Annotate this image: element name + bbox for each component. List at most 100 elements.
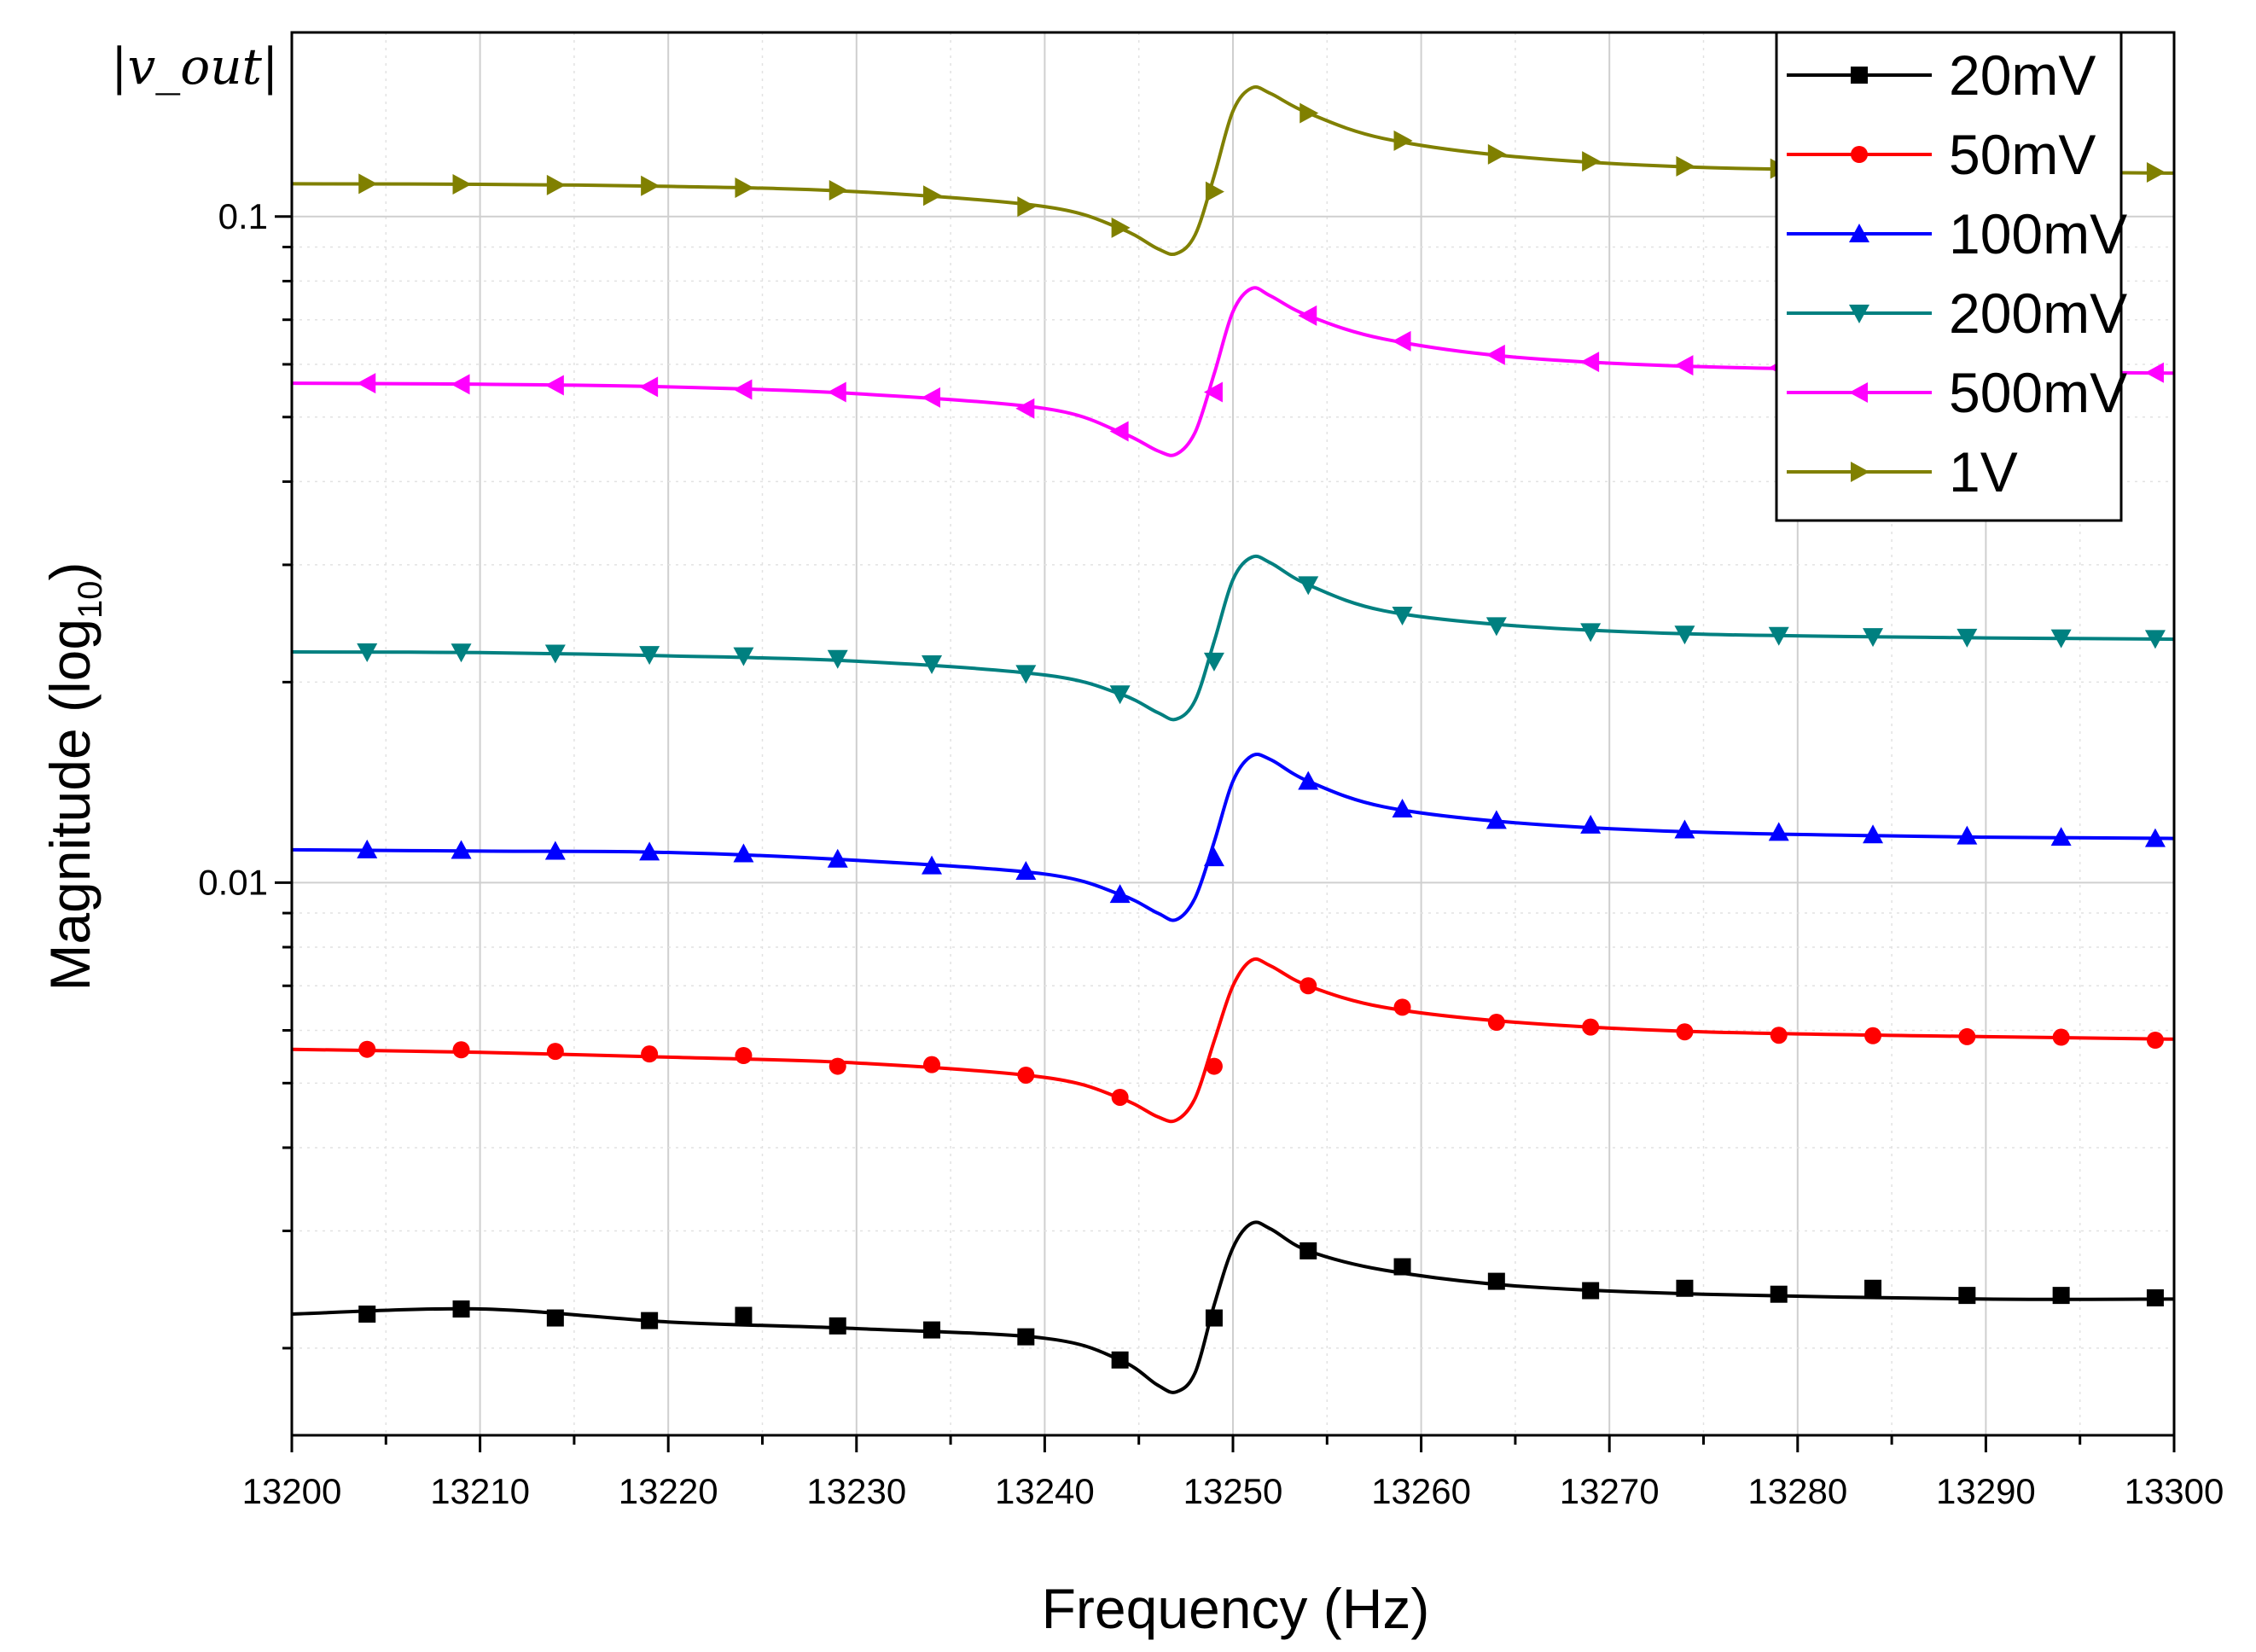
data-point-200mv: [2144, 630, 2166, 649]
data-point-50mv: [1205, 1057, 1223, 1075]
data-point-500mv: [1298, 305, 1317, 326]
data-point-200mv: [1109, 685, 1131, 705]
data-point-1v: [1582, 151, 1602, 172]
data-point-1v: [1300, 102, 1319, 124]
data-point-50mv: [923, 1056, 941, 1073]
x-tick-label: 13270: [1560, 1471, 1660, 1511]
data-point-100mv: [1203, 847, 1224, 867]
data-point-50mv: [546, 1043, 564, 1061]
legend-label-20mv: 20mV: [1949, 44, 2096, 107]
data-point-200mv: [1957, 628, 1978, 648]
data-point-50mv: [358, 1040, 376, 1058]
data-point-500mv: [1580, 352, 1600, 373]
x-tick-label: 13250: [1183, 1471, 1283, 1511]
y-tick-label: 0.1: [218, 196, 268, 236]
data-point-100mv: [544, 841, 566, 860]
data-point-50mv: [735, 1047, 753, 1065]
data-point-20mv: [2146, 1288, 2164, 1306]
data-point-50mv: [829, 1057, 846, 1075]
legend-label-50mv: 50mV: [1949, 123, 2096, 186]
x-tick-label: 13240: [995, 1471, 1095, 1511]
data-point-100mv: [1015, 861, 1037, 881]
data-point-50mv: [1300, 977, 1317, 995]
data-point-100mv: [1298, 771, 1319, 790]
legend-marker-200mv: [1849, 305, 1869, 323]
data-point-500mv: [827, 381, 846, 403]
data-point-20mv: [1582, 1282, 1600, 1300]
data-point-1v: [1676, 155, 1695, 177]
data-point-200mv: [922, 655, 943, 675]
x-tick-label: 13200: [242, 1471, 342, 1511]
data-point-100mv: [639, 841, 660, 861]
x-tick-label: 13260: [1371, 1471, 1471, 1511]
data-point-500mv: [2144, 362, 2164, 383]
data-point-100mv: [1580, 814, 1602, 834]
data-point-100mv: [2144, 828, 2166, 847]
data-point-100mv: [1109, 884, 1131, 904]
data-point-500mv: [451, 374, 470, 395]
data-point-500mv: [922, 387, 941, 408]
data-point-200mv: [1203, 652, 1224, 672]
data-point-100mv: [1768, 822, 1789, 841]
data-point-200mv: [1768, 626, 1789, 646]
y-tick-label: 0.01: [198, 862, 268, 902]
data-point-200mv: [357, 643, 378, 662]
y-axis-title-subscript: 10: [72, 580, 109, 619]
data-point-100mv: [922, 855, 943, 875]
x-tick-label: 13300: [2125, 1471, 2224, 1511]
data-point-500mv: [1486, 344, 1505, 365]
legend-box: [1775, 31, 2123, 522]
data-point-100mv: [733, 843, 754, 863]
data-point-1v: [1487, 143, 1507, 165]
data-point-50mv: [1582, 1018, 1600, 1036]
data-point-50mv: [1676, 1023, 1694, 1041]
data-point-100mv: [357, 839, 378, 858]
legend-label-200mv: 200mV: [1949, 282, 2127, 345]
data-point-20mv: [1487, 1272, 1505, 1290]
data-point-20mv: [546, 1309, 564, 1327]
data-point-200mv: [1298, 576, 1319, 596]
data-point-20mv: [923, 1321, 941, 1339]
data-point-50mv: [1487, 1014, 1505, 1032]
data-point-1v: [1205, 181, 1224, 202]
data-point-100mv: [827, 848, 848, 868]
data-point-20mv: [1958, 1287, 1976, 1305]
data-point-500mv: [1015, 398, 1035, 419]
data-point-1v: [1017, 196, 1037, 218]
data-point-1v: [829, 180, 848, 201]
legend-label-1v: 1V: [1949, 440, 2018, 503]
data-point-100mv: [1674, 819, 1695, 839]
data-point-500mv: [544, 375, 564, 396]
legend-marker-100mv: [1849, 224, 1869, 242]
x-tick-label: 13220: [619, 1471, 718, 1511]
data-point-50mv: [1111, 1088, 1129, 1106]
data-point-20mv: [1111, 1351, 1129, 1369]
data-point-500mv: [1392, 330, 1411, 352]
data-point-200mv: [733, 647, 754, 666]
legend-marker-50mv: [1851, 146, 1868, 163]
data-point-20mv: [1300, 1242, 1317, 1259]
data-point-500mv: [639, 376, 659, 398]
legend-marker-1v: [1851, 462, 1869, 482]
data-point-200mv: [1580, 623, 1602, 643]
data-point-100mv: [1863, 824, 1884, 844]
data-point-200mv: [1674, 625, 1695, 645]
data-point-200mv: [2050, 629, 2072, 649]
data-point-200mv: [451, 643, 472, 663]
y-axis-title-close: ): [38, 561, 102, 580]
data-point-20mv: [1770, 1285, 1788, 1303]
series-line-20mv: [291, 1220, 2175, 1394]
data-point-200mv: [1486, 617, 1507, 637]
legend-label-500mv: 500mV: [1949, 361, 2127, 424]
data-point-100mv: [1392, 799, 1413, 818]
data-point-50mv: [1770, 1027, 1788, 1044]
x-tick-label: 13290: [1936, 1471, 2036, 1511]
data-point-1v: [735, 177, 754, 198]
y-axis-title: Magnitude (log10): [38, 561, 109, 991]
data-point-1v: [358, 173, 378, 195]
data-point-200mv: [1392, 607, 1413, 626]
data-point-20mv: [735, 1306, 753, 1324]
data-point-100mv: [1957, 825, 1978, 845]
data-point-500mv: [1674, 355, 1694, 376]
